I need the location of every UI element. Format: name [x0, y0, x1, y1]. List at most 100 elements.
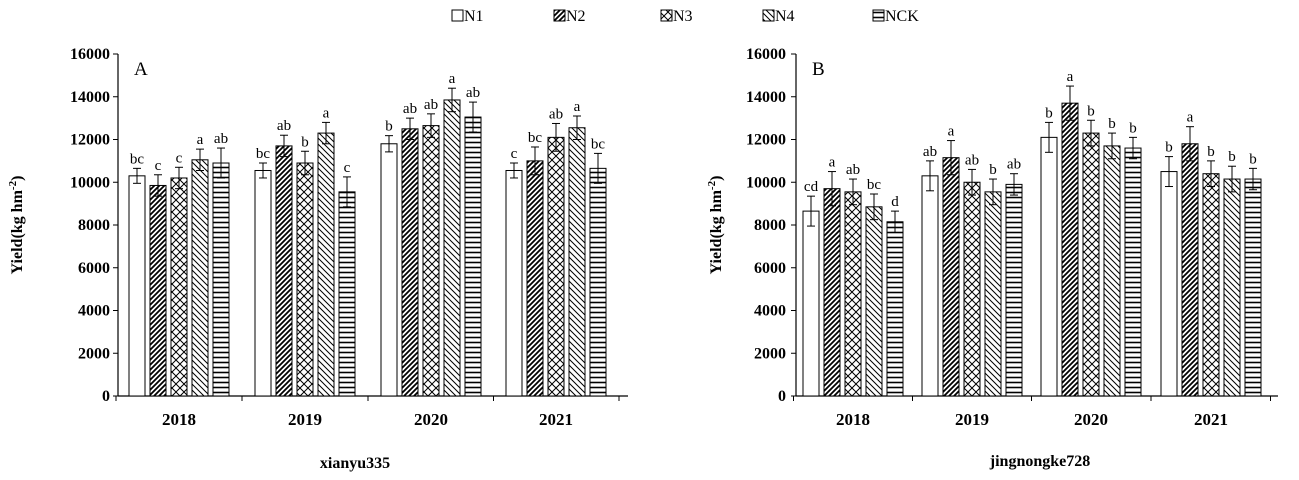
y-tick-label: 4000: [78, 303, 110, 320]
significance-letter: b: [1045, 105, 1053, 121]
significance-letter: ab: [403, 101, 417, 117]
bar-nck-2019: [338, 191, 356, 397]
significance-letter: a: [574, 99, 581, 115]
x-tick-label-2018: 2018: [836, 410, 870, 429]
significance-letter: bc: [591, 136, 606, 152]
bar-n4-2021: [1223, 178, 1241, 397]
y-tick-label: 2000: [754, 345, 786, 362]
significance-letter: ab: [214, 131, 228, 147]
y-tick-label: 6000: [754, 260, 786, 277]
bar-nck-2021: [1244, 178, 1262, 397]
chart-panel-a: 0 2000 4000 6000 8000 10000 12000 14000 16000 201…: [7, 46, 628, 472]
bar-nck-2018: [212, 162, 230, 397]
x-tick-label-2019: 2019: [955, 410, 989, 429]
bar-n1-2018: [128, 175, 146, 397]
significance-letter: b: [1087, 103, 1095, 119]
bar-nck-2020: [1124, 147, 1142, 397]
bar-n4-2021: [568, 127, 586, 397]
bar-n4-2020: [443, 99, 461, 397]
bar-n3-2018: [844, 191, 862, 397]
significance-letter: c: [511, 146, 518, 162]
bar-nck-2019: [1005, 183, 1023, 397]
significance-letter: c: [344, 160, 351, 176]
bar-nck-2020: [464, 116, 482, 397]
significance-letter: bc: [130, 151, 145, 167]
significance-letter: a: [948, 124, 955, 140]
bar-n1-2021: [505, 169, 523, 397]
significance-letter: a: [1187, 110, 1194, 126]
bar-n1-2019: [921, 175, 939, 397]
y-axis-title: Yield(kg hm-2): [706, 176, 725, 275]
bar-n4-2019: [317, 132, 335, 397]
legend-swatch-n4: [762, 9, 775, 22]
legend-swatch-n2: [553, 9, 566, 22]
bar-n1-2021: [1160, 171, 1178, 397]
y-tick-label: 12000: [746, 132, 786, 149]
y-tick-label: 16000: [746, 46, 786, 63]
significance-letter: ab: [1007, 157, 1021, 173]
y-tick-label: 14000: [70, 89, 110, 106]
bar-n2-2018: [823, 188, 841, 397]
bar-n4-2020: [1103, 145, 1121, 397]
y-axis-title: Yield(kg hm-2): [7, 176, 26, 275]
significance-letter: a: [197, 132, 204, 148]
significance-letter: b: [385, 119, 393, 135]
significance-letter: ab: [846, 162, 860, 178]
bar-nck-2018: [886, 221, 904, 397]
significance-letter: cd: [804, 179, 819, 195]
y-tick-label: 0: [102, 388, 110, 405]
legend-label-n1: N1: [464, 8, 484, 25]
bar-n4-2018: [865, 206, 883, 397]
bar-nck-2021: [589, 167, 607, 397]
y-tick-label: 8000: [754, 217, 786, 234]
y-tick-label: 16000: [70, 46, 110, 63]
legend-label-n2: N2: [566, 8, 586, 25]
significance-letter: a: [449, 71, 456, 87]
panel-label: A: [134, 59, 148, 80]
y-tick-label: 12000: [70, 132, 110, 149]
legend-swatch-nck: [872, 9, 885, 22]
significance-letter: b: [1249, 151, 1257, 167]
significance-letter: bc: [528, 130, 543, 146]
bar-n2-2019: [275, 145, 293, 397]
significance-letter: ab: [923, 144, 937, 160]
bar-n2-2018: [149, 184, 167, 397]
x-tick-label-2018: 2018: [162, 410, 196, 429]
bar-n1-2020: [1040, 136, 1058, 397]
x-tick-label-2019: 2019: [288, 410, 322, 429]
bar-n3-2018: [170, 177, 188, 397]
significance-letter: b: [1165, 140, 1173, 156]
significance-letter: b: [1129, 120, 1137, 136]
significance-letter: ab: [549, 106, 563, 122]
significance-letter: a: [1067, 69, 1074, 85]
y-tick-label: 8000: [78, 217, 110, 234]
significance-letter: b: [989, 162, 997, 178]
significance-letter: ab: [424, 97, 438, 113]
significance-letter: c: [155, 158, 162, 174]
significance-letter: c: [176, 150, 183, 166]
legend: N1 N2 N3 N4 NCK: [451, 8, 919, 25]
bar-n4-2018: [191, 159, 209, 397]
y-tick-label: 0: [778, 388, 786, 405]
significance-letter: bc: [256, 146, 271, 162]
x-tick-label-2020: 2020: [1074, 410, 1108, 429]
bar-n3-2021: [547, 136, 565, 397]
bar-n3-2021: [1202, 173, 1220, 397]
legend-label-n3: N3: [673, 8, 693, 25]
bar-n3-2019: [296, 162, 314, 397]
bar-n1-2020: [380, 143, 398, 397]
bar-n3-2020: [1082, 132, 1100, 397]
significance-letter: ab: [466, 85, 480, 101]
y-tick-label: 6000: [78, 260, 110, 277]
bar-n2-2020: [401, 128, 419, 397]
y-tick-label: 14000: [746, 89, 786, 106]
bar-n2-2021: [1181, 143, 1199, 397]
bar-n1-2018: [802, 210, 820, 397]
y-tick-label: 10000: [70, 174, 110, 191]
x-axis-title: jingnongke728: [989, 453, 1090, 470]
y-tick-label: 2000: [78, 345, 110, 362]
significance-letter: a: [829, 155, 836, 171]
legend-label-n4: N4: [775, 8, 795, 25]
